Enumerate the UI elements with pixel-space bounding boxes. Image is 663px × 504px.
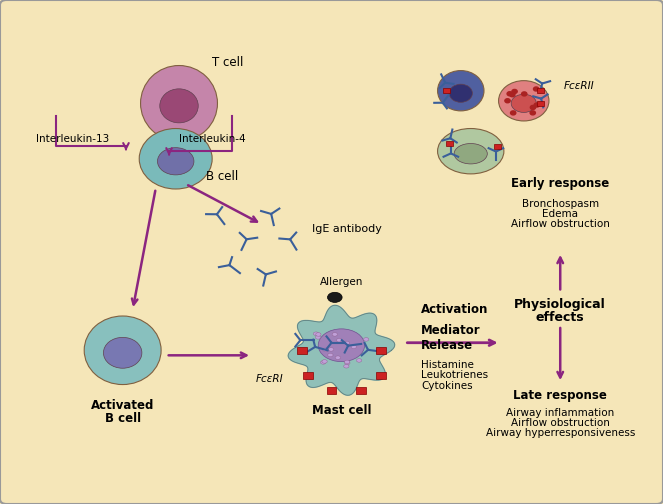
Text: Airway hyperresponsiveness: Airway hyperresponsiveness: [485, 428, 635, 438]
Text: Interleukin-13: Interleukin-13: [36, 134, 109, 144]
Ellipse shape: [454, 144, 487, 164]
Text: B cell: B cell: [206, 170, 238, 183]
Bar: [494, 144, 501, 149]
Ellipse shape: [351, 345, 357, 349]
Ellipse shape: [316, 333, 321, 336]
Ellipse shape: [84, 316, 161, 385]
Text: Airflow obstruction: Airflow obstruction: [511, 418, 610, 428]
Circle shape: [530, 105, 536, 109]
Ellipse shape: [343, 364, 349, 368]
Ellipse shape: [322, 360, 328, 363]
Text: Interleukin-4: Interleukin-4: [179, 134, 245, 144]
Text: Airway inflammation: Airway inflammation: [506, 408, 615, 418]
Text: Histamine: Histamine: [421, 360, 474, 370]
Bar: [443, 88, 450, 93]
Bar: [537, 88, 544, 93]
Ellipse shape: [336, 339, 341, 342]
Circle shape: [534, 87, 539, 91]
Text: Mediator: Mediator: [421, 324, 481, 337]
Ellipse shape: [344, 341, 349, 345]
Ellipse shape: [160, 89, 198, 123]
Text: Release: Release: [421, 339, 473, 352]
Ellipse shape: [314, 332, 319, 336]
Bar: [376, 347, 386, 354]
Circle shape: [510, 93, 515, 97]
Circle shape: [505, 99, 511, 103]
Bar: [537, 101, 544, 106]
Ellipse shape: [335, 356, 341, 359]
Ellipse shape: [332, 333, 337, 336]
Circle shape: [530, 111, 536, 115]
Ellipse shape: [103, 337, 142, 368]
Bar: [296, 347, 306, 354]
Ellipse shape: [139, 129, 212, 189]
Ellipse shape: [499, 81, 549, 121]
Text: Physiological: Physiological: [514, 298, 606, 311]
Text: effects: effects: [536, 311, 585, 324]
Bar: [376, 372, 386, 380]
Ellipse shape: [328, 292, 342, 302]
Text: IgE antibody: IgE antibody: [312, 224, 381, 234]
Ellipse shape: [318, 329, 365, 362]
Ellipse shape: [438, 129, 504, 174]
Circle shape: [512, 89, 517, 93]
Circle shape: [507, 92, 512, 96]
Ellipse shape: [363, 338, 369, 341]
Ellipse shape: [345, 360, 350, 364]
Text: Airflow obstruction: Airflow obstruction: [511, 219, 610, 229]
Bar: [446, 141, 453, 146]
Text: B cell: B cell: [105, 412, 141, 425]
Ellipse shape: [141, 66, 217, 141]
Circle shape: [511, 111, 516, 115]
Text: Cytokines: Cytokines: [421, 381, 473, 391]
Ellipse shape: [158, 148, 194, 175]
Bar: [357, 387, 366, 394]
Ellipse shape: [511, 94, 536, 112]
Text: Early response: Early response: [511, 177, 609, 191]
Circle shape: [534, 103, 540, 107]
Ellipse shape: [320, 361, 326, 364]
Text: Leukotrienes: Leukotrienes: [421, 370, 488, 381]
Bar: [303, 372, 313, 380]
Ellipse shape: [328, 348, 333, 351]
Ellipse shape: [345, 361, 350, 365]
Ellipse shape: [323, 348, 328, 352]
Circle shape: [522, 92, 527, 96]
Ellipse shape: [438, 71, 484, 111]
Bar: [326, 387, 336, 394]
Polygon shape: [288, 305, 394, 395]
Text: Edema: Edema: [542, 209, 578, 219]
Text: Allergen: Allergen: [320, 277, 363, 287]
Text: Activation: Activation: [421, 303, 489, 317]
Text: FcεRI: FcεRI: [255, 374, 283, 384]
Text: FcεRII: FcεRII: [564, 81, 594, 91]
Ellipse shape: [316, 336, 321, 339]
Ellipse shape: [449, 84, 472, 102]
Text: Late response: Late response: [513, 389, 607, 402]
Text: Mast cell: Mast cell: [312, 404, 371, 417]
Ellipse shape: [328, 353, 333, 357]
Text: Bronchospasm: Bronchospasm: [522, 199, 599, 209]
Ellipse shape: [357, 359, 362, 362]
Text: T cell: T cell: [212, 56, 243, 70]
Text: Activated: Activated: [91, 399, 154, 412]
